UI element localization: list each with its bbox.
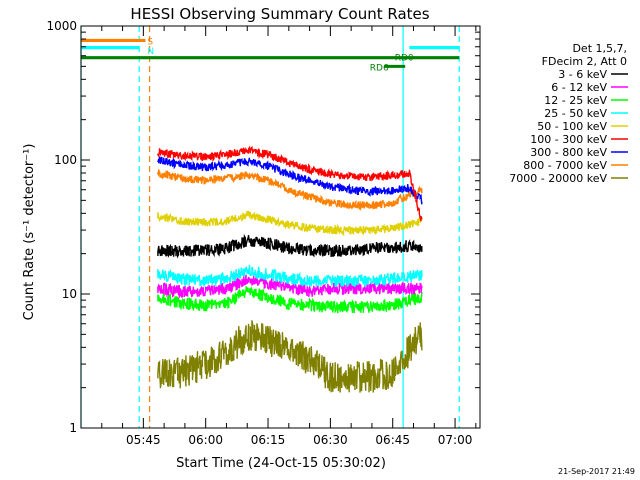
series-line bbox=[157, 274, 423, 300]
y-tick-label: 1 bbox=[69, 421, 77, 435]
x-tick-label: 06:30 bbox=[313, 433, 348, 447]
series-line bbox=[157, 210, 423, 237]
legend-header: Det 1,5,7, bbox=[572, 42, 627, 55]
legend-entry-label: 3 - 6 keV bbox=[558, 68, 607, 81]
series-layer bbox=[157, 145, 423, 393]
legend-entry-label: 25 - 50 keV bbox=[544, 107, 607, 120]
axes: 1 10 100 1000 05:45 06:00 06:15 06:30 06:45 07:00 bbox=[46, 19, 480, 447]
legend-entry-label: 6 - 12 keV bbox=[551, 81, 607, 94]
x-tick-label: 06:15 bbox=[251, 433, 286, 447]
x-tick-label: 07:00 bbox=[438, 433, 473, 447]
y-tick-label: 1000 bbox=[46, 19, 77, 33]
series-line bbox=[157, 285, 423, 314]
flag-label: S bbox=[147, 37, 153, 47]
legend-entry-label: 12 - 25 keV bbox=[544, 94, 607, 107]
chart-title: HESSI Observing Summary Count Rates bbox=[130, 5, 429, 23]
x-tick-label: 06:00 bbox=[188, 433, 223, 447]
legend-entry-label: 50 - 100 keV bbox=[537, 120, 607, 133]
x-axis-label: Start Time (24-Oct-15 05:30:02) bbox=[176, 456, 386, 471]
y-tick-label: 100 bbox=[54, 153, 77, 167]
series-line bbox=[157, 156, 423, 205]
flag-label: RD6 bbox=[370, 63, 389, 73]
footer-timestamp: 21-Sep-2017 21:49 bbox=[558, 467, 635, 476]
series-line bbox=[157, 264, 423, 288]
y-axis-label: Count Rate (s⁻¹ detector⁻¹) bbox=[22, 144, 37, 321]
series-line bbox=[157, 233, 423, 259]
legend-entry-label: 300 - 800 keV bbox=[530, 146, 607, 159]
series-line bbox=[157, 145, 423, 222]
x-tick-label: 05:45 bbox=[126, 433, 161, 447]
series-line bbox=[157, 320, 423, 393]
flag-label: N bbox=[147, 47, 154, 57]
legend-entry-label: 800 - 7000 keV bbox=[523, 159, 607, 172]
legend-entry-label: 100 - 300 keV bbox=[530, 133, 607, 146]
series-line bbox=[157, 169, 423, 211]
x-tick-label: 06:45 bbox=[375, 433, 410, 447]
y-tick-label: 10 bbox=[62, 287, 77, 301]
legend-header: FDecim 2, Att 0 bbox=[542, 55, 627, 68]
plot-frame bbox=[80, 25, 481, 429]
flag-label: RD0 bbox=[395, 54, 414, 64]
legend-entry-label: 7000 - 20000 keV bbox=[509, 172, 607, 185]
